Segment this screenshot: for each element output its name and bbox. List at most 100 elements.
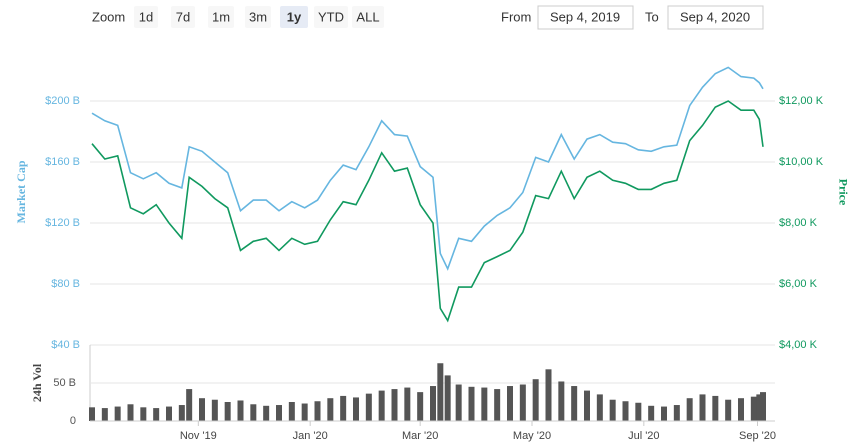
volume-bar: [437, 363, 444, 421]
zoom-button-label[interactable]: YTD: [318, 9, 344, 24]
volume-bar: [635, 402, 642, 421]
volume-bar: [545, 369, 552, 421]
volume-axis-label: 24h Vol: [30, 363, 44, 402]
y-tick-label: $160 B: [45, 156, 80, 168]
volume-bar: [199, 398, 205, 421]
volume-bar: [127, 404, 134, 421]
volume-bar: [760, 392, 766, 421]
volume-bar: [301, 403, 308, 421]
volume-bar: [699, 394, 706, 421]
volume-bar: [519, 384, 526, 421]
volume-bar: [140, 407, 147, 421]
to-value[interactable]: Sep 4, 2020: [680, 9, 750, 24]
y-tick-label: $120 B: [45, 217, 80, 229]
volume-bar: [404, 387, 411, 421]
volume-bar: [288, 402, 295, 421]
y2-tick-label: $10,00 K: [779, 156, 824, 168]
y2-tick-label: $12,00 K: [779, 95, 824, 107]
volume-bar: [584, 390, 590, 421]
volume-bar: [178, 405, 185, 421]
volume-bar: [263, 405, 270, 421]
volume-bar: [365, 393, 372, 421]
from-label: From: [501, 9, 531, 24]
zoom-button-label[interactable]: 3m: [249, 9, 267, 24]
volume-bar: [661, 406, 667, 421]
x-tick-label: Jan '20: [293, 430, 328, 442]
volume-bar: [224, 402, 231, 421]
zoom-button-label[interactable]: 1m: [212, 9, 230, 24]
volume-bar: [725, 399, 732, 421]
volume-bar: [444, 375, 451, 421]
volume-bar: [250, 404, 257, 421]
x-tick-label: Nov '19: [180, 430, 217, 442]
y2-tick-label: $6,00 K: [779, 278, 818, 290]
volume-bar: [571, 386, 578, 421]
zoom-button-label[interactable]: 1d: [139, 9, 153, 24]
volume-bar: [186, 389, 193, 421]
x-tick-label: Mar '20: [402, 430, 438, 442]
series-line: [91, 66, 764, 271]
volume-bar: [738, 398, 744, 421]
volume-bar: [211, 399, 218, 421]
volume-bar: [596, 394, 603, 421]
zoom-button-label[interactable]: ALL: [356, 9, 379, 24]
y-tick-label: $200 B: [45, 95, 80, 107]
to-label: To: [645, 9, 659, 24]
from-input[interactable]: [537, 5, 634, 30]
volume-bar: [468, 386, 475, 421]
volume-bar: [712, 395, 719, 421]
zoom-button[interactable]: [245, 6, 271, 28]
volume-bar: [314, 401, 321, 421]
volume-bar: [166, 406, 172, 421]
zoom-button[interactable]: [314, 6, 348, 28]
to-input[interactable]: [667, 5, 764, 30]
volume-bar: [455, 384, 462, 421]
zoom-buttons: 1d 7d 1m 3m 1y YTD ALL: [134, 6, 384, 28]
y-tick-label: $80 B: [51, 278, 80, 290]
y-axis-label: Market Cap: [14, 160, 28, 223]
zoom-button-label[interactable]: 1y: [287, 9, 302, 24]
zoom-button[interactable]: [134, 6, 158, 28]
volume-bar: [353, 397, 359, 421]
volume-bar: [686, 398, 693, 421]
y2-tick-label: $8,00 K: [779, 217, 818, 229]
zoom-button[interactable]: [280, 6, 308, 28]
zoom-button-label[interactable]: 7d: [176, 9, 190, 24]
volume-bar: [340, 395, 347, 421]
volume-bar: [237, 400, 244, 421]
y-tick-label: $40 B: [51, 339, 80, 351]
y2-tick-label: $4,00 K: [779, 339, 818, 351]
zoom-button[interactable]: [352, 6, 384, 28]
x-tick-label: Sep '20: [739, 430, 776, 442]
volume-bar: [494, 389, 501, 421]
volume-bar: [114, 406, 121, 421]
series-line: [91, 100, 764, 323]
volume-bar: [89, 407, 95, 421]
x-tick-label: May '20: [513, 430, 551, 442]
volume-bar: [276, 405, 282, 421]
zoom-label: Zoom: [92, 9, 125, 24]
volume-bar: [756, 394, 763, 421]
volume-bar: [532, 379, 539, 421]
volume-bar: [101, 408, 108, 421]
volume-bar: [622, 401, 629, 421]
volume-bar: [417, 392, 424, 421]
volume-bar: [378, 390, 385, 421]
volume-bar: [750, 396, 757, 421]
y2-axis-label: Price: [836, 179, 850, 206]
zoom-button[interactable]: [208, 6, 234, 28]
x-tick-label: Jul '20: [628, 430, 659, 442]
zoom-button[interactable]: [171, 6, 195, 28]
volume-bar: [391, 389, 398, 421]
volume-bar: [153, 408, 160, 421]
volume-tick-label: 0: [70, 415, 76, 427]
volume-bar: [430, 386, 436, 421]
volume-bar: [673, 405, 680, 421]
volume-bar: [609, 399, 616, 421]
volume-bar: [558, 381, 565, 421]
volume-bar: [648, 405, 655, 421]
volume-bar: [481, 387, 488, 421]
from-value[interactable]: Sep 4, 2019: [550, 9, 620, 24]
